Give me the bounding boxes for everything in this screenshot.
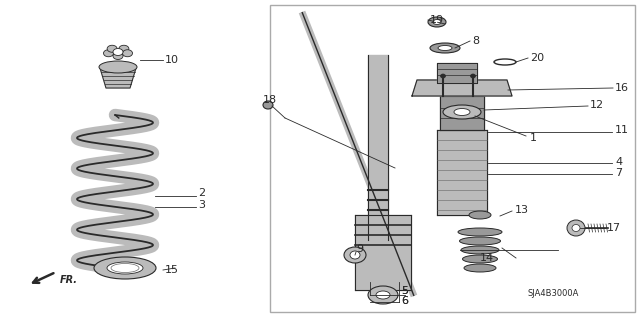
Ellipse shape: [107, 45, 117, 52]
Polygon shape: [437, 63, 477, 83]
Ellipse shape: [464, 264, 496, 272]
Ellipse shape: [567, 220, 585, 236]
Text: 5: 5: [401, 286, 408, 296]
Ellipse shape: [376, 291, 390, 299]
Text: 4: 4: [615, 157, 622, 167]
Text: 7: 7: [615, 168, 622, 178]
Text: 9: 9: [356, 244, 363, 254]
Ellipse shape: [428, 17, 446, 27]
Text: SJA4B3000A: SJA4B3000A: [527, 289, 579, 298]
Ellipse shape: [113, 53, 123, 60]
Ellipse shape: [119, 45, 129, 52]
Polygon shape: [412, 80, 512, 96]
Ellipse shape: [438, 46, 452, 50]
Text: 13: 13: [515, 205, 529, 215]
Text: 20: 20: [530, 53, 544, 63]
Text: 11: 11: [615, 125, 629, 135]
Text: 18: 18: [263, 95, 277, 105]
Ellipse shape: [454, 108, 470, 115]
Text: 6: 6: [401, 296, 408, 306]
Text: 10: 10: [165, 55, 179, 65]
Ellipse shape: [430, 43, 460, 53]
Text: FR.: FR.: [60, 275, 78, 285]
Text: 14: 14: [480, 253, 494, 263]
Ellipse shape: [107, 262, 143, 274]
Ellipse shape: [104, 50, 113, 57]
Bar: [270, 5, 635, 312]
Text: 1: 1: [530, 133, 537, 143]
Text: 6: 6: [401, 296, 408, 306]
Ellipse shape: [433, 19, 441, 25]
Polygon shape: [355, 215, 411, 290]
Text: 12: 12: [590, 100, 604, 110]
Ellipse shape: [463, 255, 497, 263]
Ellipse shape: [350, 251, 360, 259]
Text: 15: 15: [165, 265, 179, 275]
Polygon shape: [368, 55, 388, 240]
Text: 3: 3: [198, 200, 205, 210]
Ellipse shape: [344, 247, 366, 263]
Text: 19: 19: [430, 15, 444, 25]
Ellipse shape: [113, 48, 123, 56]
Text: 8: 8: [472, 36, 479, 46]
Ellipse shape: [470, 74, 476, 78]
Ellipse shape: [443, 105, 481, 119]
Ellipse shape: [99, 61, 137, 73]
Polygon shape: [437, 130, 487, 215]
Ellipse shape: [94, 257, 156, 279]
Text: 17: 17: [607, 223, 621, 233]
Text: 2: 2: [198, 188, 205, 198]
Text: 16: 16: [615, 83, 629, 93]
Text: 5: 5: [401, 286, 408, 296]
Ellipse shape: [469, 211, 491, 219]
Ellipse shape: [263, 101, 273, 109]
Ellipse shape: [461, 246, 499, 254]
Ellipse shape: [460, 237, 500, 245]
Polygon shape: [440, 96, 484, 130]
Polygon shape: [100, 68, 136, 88]
Ellipse shape: [440, 74, 445, 78]
Ellipse shape: [122, 50, 132, 57]
Ellipse shape: [368, 286, 398, 304]
Ellipse shape: [458, 228, 502, 236]
Ellipse shape: [572, 225, 580, 232]
